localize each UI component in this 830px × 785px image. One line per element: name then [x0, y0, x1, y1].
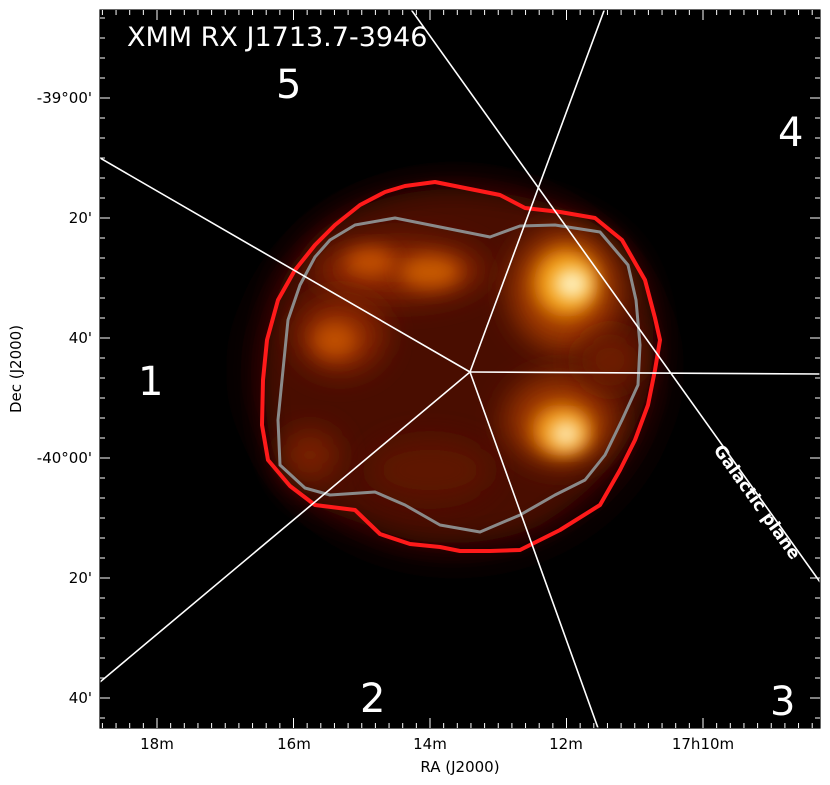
region-label-1: 1 [138, 359, 163, 405]
y-axis-tick-labels: -39°00' 20' 40' -40°00' 20' 40' [37, 89, 92, 707]
y-tick-label: 20' [69, 209, 92, 227]
region-label-3: 3 [770, 679, 795, 725]
object-title: XMM RX J1713.7-3946 [127, 22, 427, 53]
y-tick-label: 40' [69, 689, 92, 707]
region-label-5: 5 [276, 62, 301, 108]
x-axis-tick-labels: 18m 16m 14m 12m 17h10m [140, 735, 734, 753]
x-tick-label: 14m [413, 735, 447, 753]
outer-contour [260, 180, 662, 553]
inner-contour [276, 216, 642, 534]
x-tick-label: 12m [549, 735, 583, 753]
y-tick-label: 40' [69, 329, 92, 347]
y-tick-label: -39°00' [37, 89, 92, 107]
axis-ticks [100, 10, 820, 728]
x-tick-label: 18m [140, 735, 174, 753]
x-tick-label: 16m [277, 735, 311, 753]
y-tick-label: 20' [69, 569, 92, 587]
region-label-2: 2 [360, 676, 385, 722]
plot-frame [99, 9, 821, 729]
x-axis-title: RA (J2000) [420, 758, 499, 776]
y-axis-title: Dec (J2000) [7, 325, 25, 413]
x-tick-label: 17h10m [672, 735, 734, 753]
remnant-emission [255, 189, 655, 550]
galactic-plane-line [410, 10, 820, 583]
sector-lines [100, 10, 820, 728]
region-label-4: 4 [778, 110, 803, 156]
y-tick-label: -40°00' [37, 449, 92, 467]
